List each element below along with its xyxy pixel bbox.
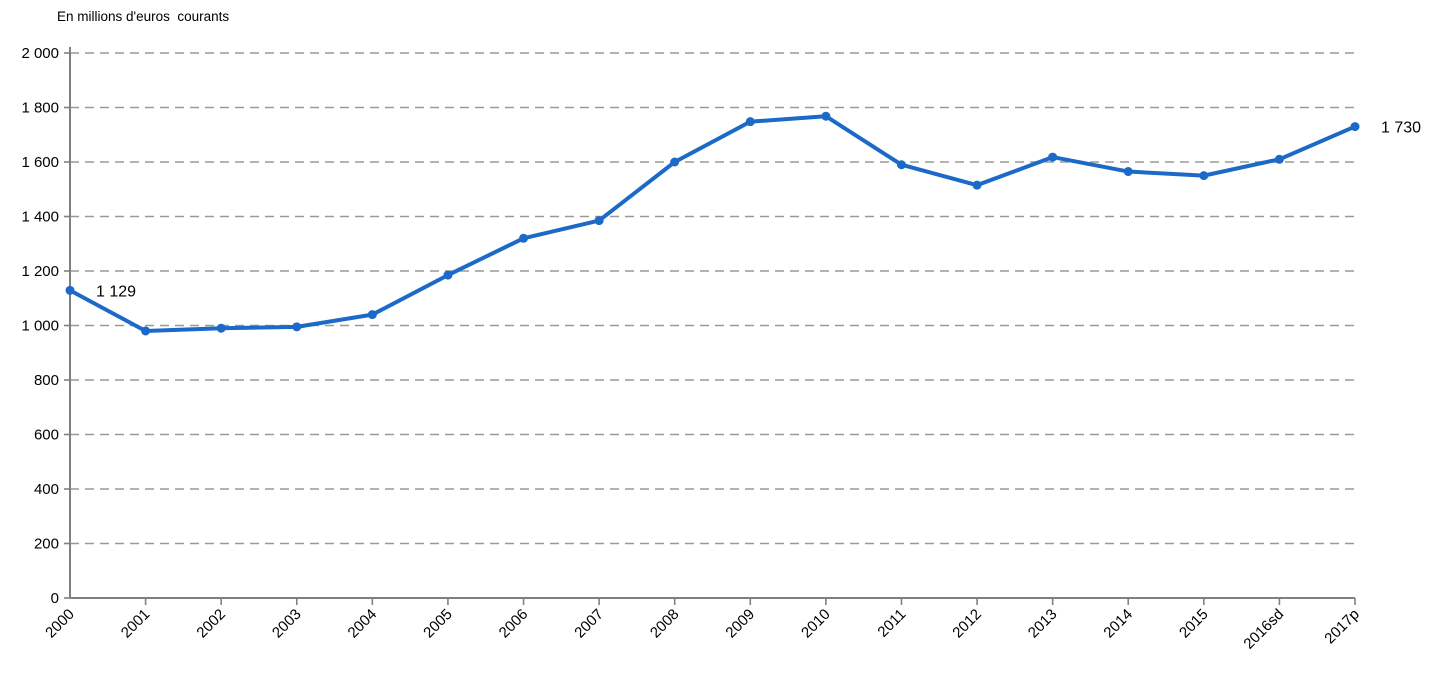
x-axis-label: 2010: [798, 606, 834, 642]
data-point: [1274, 154, 1284, 164]
x-axis-label: 2007: [571, 606, 607, 642]
x-axis-label: 2004: [345, 606, 381, 642]
y-axis-label: 800: [34, 372, 59, 389]
data-line: [68, 114, 1357, 333]
x-axis-label: 2001: [118, 606, 154, 642]
x-axis-label: 2000: [42, 606, 78, 642]
y-axis-label: 1 400: [21, 209, 59, 226]
x-axis-label: 2006: [496, 606, 532, 642]
y-axis-label: 2 000: [21, 45, 59, 62]
data-point: [1123, 167, 1133, 177]
data-point: [745, 117, 755, 127]
x-axis-label: 2003: [269, 606, 305, 642]
x-axis-label: 2015: [1176, 606, 1212, 642]
data-point: [1350, 122, 1360, 132]
y-axis-label: 600: [34, 427, 59, 444]
x-axis-label: 2008: [647, 606, 683, 642]
x-axis-label: 2011: [874, 606, 909, 641]
y-axis-label: 400: [34, 481, 59, 498]
y-axis-label: 1 000: [21, 318, 59, 335]
x-axis-label: 2005: [420, 606, 456, 642]
x-axis-label: 2014: [1100, 606, 1136, 642]
data-point-label: 1 129: [96, 283, 136, 300]
chart-title: En millions d'euros courants: [57, 9, 230, 24]
data-point: [519, 233, 529, 243]
data-point: [367, 310, 377, 320]
data-point: [1199, 171, 1209, 181]
data-point: [65, 285, 75, 295]
data-point-label: 1 730: [1381, 120, 1421, 137]
data-point: [216, 323, 226, 333]
x-axis-label: 2013: [1025, 606, 1061, 642]
y-axis-label: 1 200: [21, 263, 59, 280]
x-axis-label: 2012: [949, 606, 985, 642]
y-axis-label: 1 600: [21, 154, 59, 171]
data-point: [594, 216, 604, 226]
y-axis-label: 1 800: [21, 100, 59, 117]
data-point: [670, 157, 680, 167]
x-axis-label: 2017p: [1321, 606, 1363, 648]
data-point: [141, 326, 151, 336]
data-point: [292, 322, 302, 332]
x-axis-label: 2002: [193, 606, 229, 642]
data-point: [821, 111, 831, 121]
data-point: [896, 160, 906, 170]
y-axis-label: 0: [51, 590, 59, 607]
data-point: [972, 180, 982, 190]
x-axis-label: 2009: [723, 606, 759, 642]
x-axis-label: 2016sd: [1240, 606, 1287, 653]
data-point: [1048, 152, 1058, 162]
y-axis-label: 200: [34, 536, 59, 553]
data-point: [443, 270, 453, 280]
